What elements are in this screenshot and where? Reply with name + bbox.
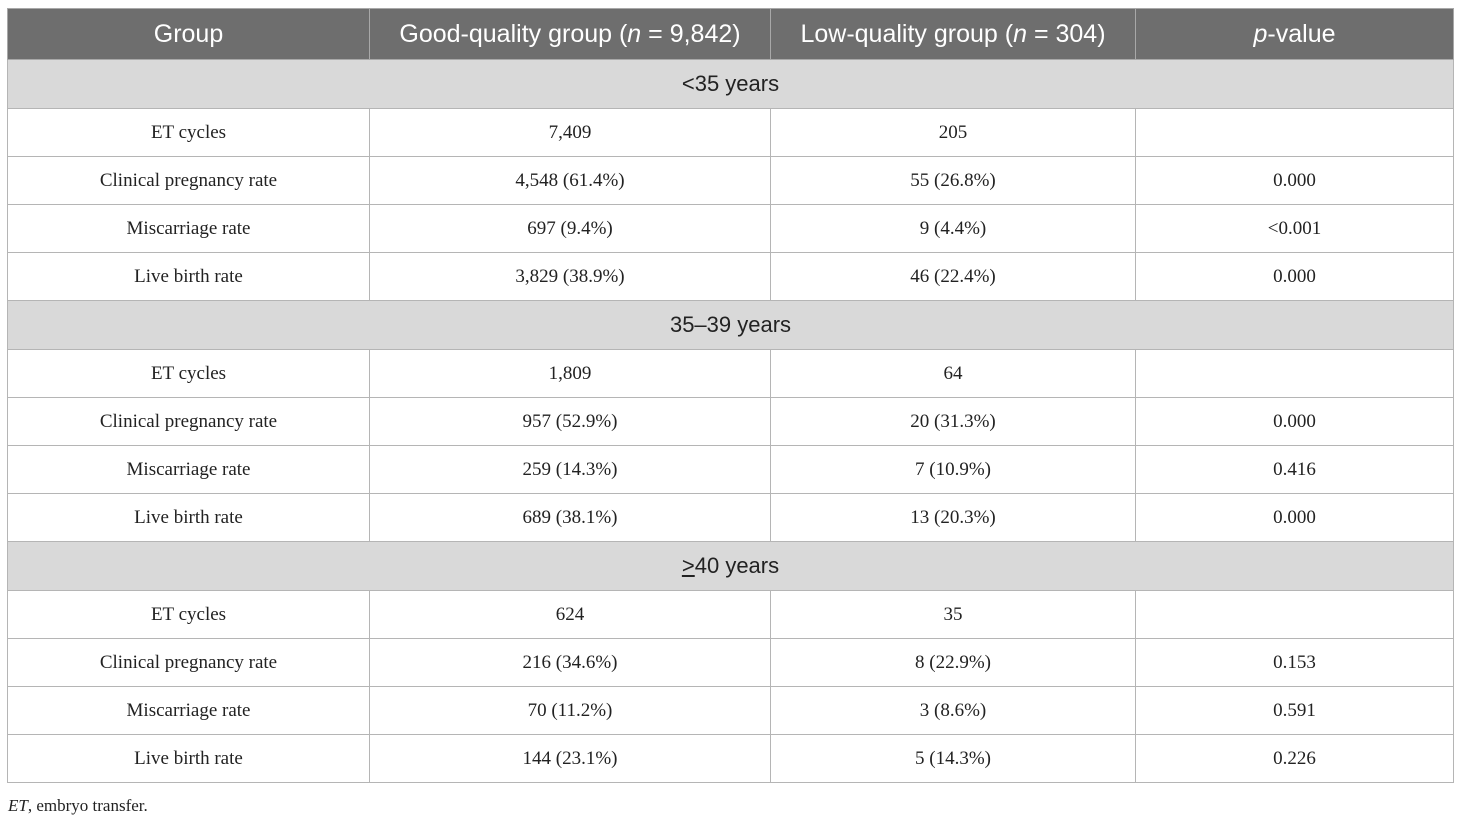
table-row: Live birth rate 3,829 (38.9%) 46 (22.4%)… xyxy=(7,252,1454,301)
p-value xyxy=(1135,349,1454,398)
results-table: Group Good-quality group (n = 9,842) Low… xyxy=(7,8,1454,783)
row-label: Live birth rate xyxy=(7,252,370,301)
table-row: Miscarriage rate 697 (9.4%) 9 (4.4%) <0.… xyxy=(7,204,1454,253)
table-row: ET cycles 7,409 205 xyxy=(7,108,1454,157)
p-value: 0.416 xyxy=(1135,445,1454,494)
low-quality-value: 5 (14.3%) xyxy=(770,734,1136,783)
p-value xyxy=(1135,108,1454,157)
header-low-quality: Low-quality group (n = 304) xyxy=(770,8,1136,60)
section-row-under-35: <35 years xyxy=(7,59,1454,109)
good-quality-value: 216 (34.6%) xyxy=(369,638,771,687)
row-label: ET cycles xyxy=(7,349,370,398)
low-quality-value: 35 xyxy=(770,590,1136,639)
low-quality-value: 46 (22.4%) xyxy=(770,252,1136,301)
p-value xyxy=(1135,590,1454,639)
good-quality-value: 144 (23.1%) xyxy=(369,734,771,783)
table-row: Clinical pregnancy rate 4,548 (61.4%) 55… xyxy=(7,156,1454,205)
row-label: Clinical pregnancy rate xyxy=(7,638,370,687)
header-group: Group xyxy=(7,8,370,60)
header-row: Group Good-quality group (n = 9,842) Low… xyxy=(7,8,1454,60)
low-quality-value: 55 (26.8%) xyxy=(770,156,1136,205)
low-quality-value: 205 xyxy=(770,108,1136,157)
good-quality-value: 70 (11.2%) xyxy=(369,686,771,735)
p-value: 0.000 xyxy=(1135,156,1454,205)
row-label: Clinical pregnancy rate xyxy=(7,156,370,205)
section-title-text: 40 years xyxy=(694,553,780,578)
header-p-value: p-value xyxy=(1135,8,1454,60)
table-row: Live birth rate 689 (38.1%) 13 (20.3%) 0… xyxy=(7,493,1454,542)
p-value: 0.153 xyxy=(1135,638,1454,687)
table-row: Clinical pregnancy rate 957 (52.9%) 20 (… xyxy=(7,397,1454,446)
table-row: ET cycles 1,809 64 xyxy=(7,349,1454,398)
low-quality-value: 64 xyxy=(770,349,1136,398)
row-label: Live birth rate xyxy=(7,734,370,783)
row-label: Live birth rate xyxy=(7,493,370,542)
good-quality-value: 259 (14.3%) xyxy=(369,445,771,494)
good-quality-value: 689 (38.1%) xyxy=(369,493,771,542)
p-value: <0.001 xyxy=(1135,204,1454,253)
p-value: 0.226 xyxy=(1135,734,1454,783)
section-row-35-39: 35–39 years xyxy=(7,300,1454,350)
section-title: 35–39 years xyxy=(7,300,1454,350)
table-row: Miscarriage rate 259 (14.3%) 7 (10.9%) 0… xyxy=(7,445,1454,494)
footnote-text: , embryo transfer. xyxy=(27,796,148,815)
good-quality-value: 3,829 (38.9%) xyxy=(369,252,771,301)
good-quality-value: 4,548 (61.4%) xyxy=(369,156,771,205)
low-quality-value: 7 (10.9%) xyxy=(770,445,1136,494)
good-quality-value: 957 (52.9%) xyxy=(369,397,771,446)
good-quality-value: 1,809 xyxy=(369,349,771,398)
table-row: Live birth rate 144 (23.1%) 5 (14.3%) 0.… xyxy=(7,734,1454,783)
low-quality-value: 3 (8.6%) xyxy=(770,686,1136,735)
table-row: Clinical pregnancy rate 216 (34.6%) 8 (2… xyxy=(7,638,1454,687)
row-label: Miscarriage rate xyxy=(7,204,370,253)
low-quality-value: 13 (20.3%) xyxy=(770,493,1136,542)
row-label: Miscarriage rate xyxy=(7,445,370,494)
good-quality-value: 624 xyxy=(369,590,771,639)
section-title: <35 years xyxy=(7,59,1454,109)
low-quality-value: 8 (22.9%) xyxy=(770,638,1136,687)
row-label: Miscarriage rate xyxy=(7,686,370,735)
p-value: 0.000 xyxy=(1135,493,1454,542)
row-label: ET cycles xyxy=(7,108,370,157)
greater-equal-sign: > xyxy=(681,553,695,578)
section-title: >40 years xyxy=(7,541,1454,591)
p-value: 0.591 xyxy=(1135,686,1454,735)
p-value: 0.000 xyxy=(1135,252,1454,301)
table-row: Miscarriage rate 70 (11.2%) 3 (8.6%) 0.5… xyxy=(7,686,1454,735)
table-row: ET cycles 624 35 xyxy=(7,590,1454,639)
good-quality-value: 7,409 xyxy=(369,108,771,157)
footnote-abbreviation: ET xyxy=(8,796,28,815)
low-quality-value: 9 (4.4%) xyxy=(770,204,1136,253)
row-label: ET cycles xyxy=(7,590,370,639)
row-label: Clinical pregnancy rate xyxy=(7,397,370,446)
header-good-quality: Good-quality group (n = 9,842) xyxy=(369,8,771,60)
low-quality-value: 20 (31.3%) xyxy=(770,397,1136,446)
table-footnote: ET, embryo transfer. xyxy=(8,796,148,816)
good-quality-value: 697 (9.4%) xyxy=(369,204,771,253)
section-row-40-plus: >40 years xyxy=(7,541,1454,591)
p-value: 0.000 xyxy=(1135,397,1454,446)
